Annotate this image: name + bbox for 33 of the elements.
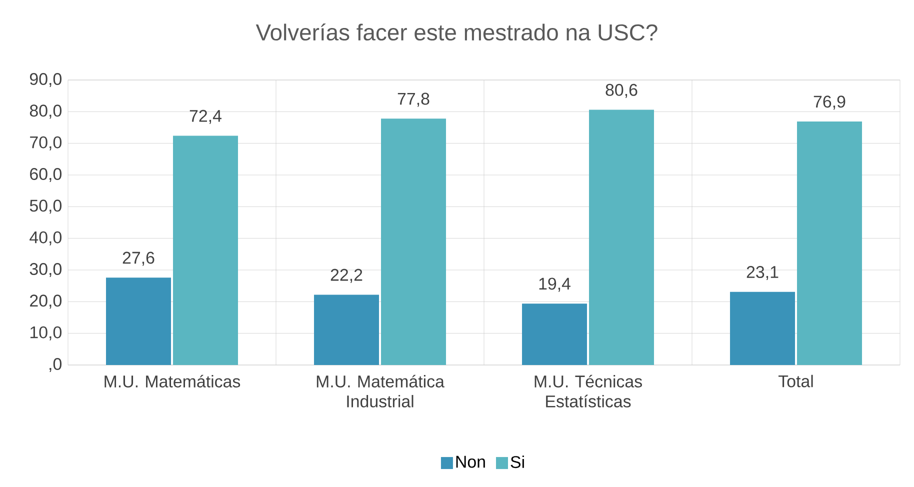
data-label: 80,6 [606,84,638,98]
bar [381,118,446,365]
y-tick-label: 10,0 [30,326,62,340]
data-label: 27,6 [122,252,154,266]
y-tick-label: 90,0 [30,73,62,88]
y-tick-label: ,0 [50,358,62,372]
x-tick-label: Total [778,374,813,388]
y-tick-label: 40,0 [30,231,62,246]
legend-label: Si [510,456,524,468]
bar [589,110,654,365]
bar [172,136,238,365]
data-label: 23,1 [746,266,778,280]
data-label: 76,9 [814,96,846,110]
data-label: 22,2 [330,268,362,283]
bar [522,304,588,365]
bar [314,294,380,365]
chart-title: Volverías facer este mestrado na USC? [256,23,658,41]
y-tick-label: 50,0 [30,200,62,214]
legend-label: Non [456,456,485,468]
x-tick-label: M.U. Matemática Industrial [316,374,444,408]
y-tick-label: 30,0 [30,263,62,278]
y-tick-label: 70,0 [30,136,62,150]
data-label: 72,4 [190,110,222,124]
x-tick-label: M.U. Técnicas Estatísticas [534,374,642,408]
bar [797,121,862,365]
y-tick-label: 60,0 [30,168,62,182]
bar [106,278,172,365]
y-tick-label: 20,0 [30,294,62,309]
x-tick-label: M.U. Matemáticas [104,374,240,388]
y-tick-label: 80,0 [30,104,62,119]
bar [730,292,796,365]
data-label: 77,8 [398,92,430,107]
data-label: 19,4 [539,278,570,292]
